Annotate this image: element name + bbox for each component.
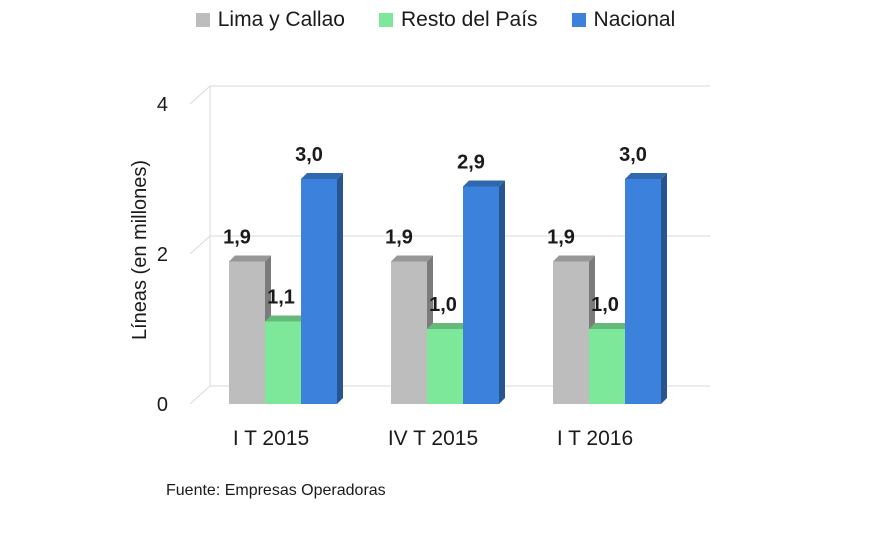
bar-top bbox=[265, 315, 307, 322]
bar bbox=[229, 255, 271, 404]
chart-legend: Lima y Callao Resto del País Nacional bbox=[0, 8, 871, 32]
legend-label-lima-callao: Lima y Callao bbox=[217, 8, 345, 31]
bar-layer bbox=[229, 173, 667, 404]
x-tick-label: I T 2015 bbox=[233, 427, 309, 450]
bar-top bbox=[589, 323, 631, 329]
bar-top bbox=[625, 173, 667, 179]
bar-top bbox=[229, 255, 271, 262]
data-label: 2,9 bbox=[457, 152, 485, 174]
y-tick-label: 0 bbox=[157, 394, 168, 416]
bar-front bbox=[229, 261, 265, 404]
data-label: 1,9 bbox=[385, 227, 413, 249]
bar-front bbox=[553, 261, 589, 404]
bar-front bbox=[589, 329, 625, 404]
bar bbox=[589, 323, 631, 404]
data-label: 3,0 bbox=[619, 144, 647, 166]
bar bbox=[301, 173, 343, 404]
legend-label-nacional: Nacional bbox=[593, 8, 676, 31]
data-label: 1,9 bbox=[223, 227, 251, 249]
bar-top bbox=[553, 255, 595, 262]
legend-item-lima-callao: Lima y Callao bbox=[195, 8, 345, 32]
label-layer: 1,9 1,1 3,0 I T 2015 1,9 1,0 2,9 IV T 2015 1,9 1,… bbox=[223, 144, 647, 450]
y-axis-title: Líneas (en millones) bbox=[129, 160, 151, 340]
gridline-depth bbox=[189, 385, 211, 405]
bar-top bbox=[301, 173, 343, 179]
bar-front bbox=[391, 261, 427, 404]
data-label: 1,0 bbox=[591, 294, 619, 316]
bar bbox=[553, 255, 595, 404]
bar-side bbox=[337, 173, 343, 404]
bar bbox=[265, 315, 307, 404]
x-tick-label: I T 2016 bbox=[557, 427, 633, 450]
gridline-depth bbox=[189, 85, 211, 105]
source-note: Fuente: Empresas Operadoras bbox=[166, 482, 386, 499]
data-label: 3,0 bbox=[295, 144, 323, 166]
legend-item-resto-del-pais: Resto del País bbox=[378, 8, 538, 32]
bar bbox=[463, 180, 505, 404]
bar-front bbox=[625, 179, 661, 404]
legend-swatch-nacional bbox=[571, 13, 586, 27]
data-label: 1,9 bbox=[547, 227, 575, 249]
gridline-depth bbox=[189, 235, 211, 255]
bar-top bbox=[463, 180, 505, 187]
bar-front bbox=[301, 179, 337, 404]
bar-top bbox=[391, 255, 433, 262]
legend-label-resto-del-pais: Resto del País bbox=[400, 8, 538, 31]
bar-side bbox=[499, 180, 505, 404]
bar bbox=[625, 173, 667, 404]
legend-swatch-resto-del-pais bbox=[378, 13, 393, 27]
y-tick-label: 4 bbox=[157, 94, 168, 116]
bar-side bbox=[661, 173, 667, 404]
bar bbox=[391, 255, 433, 404]
bar-front bbox=[463, 186, 499, 404]
bar-front bbox=[427, 329, 463, 404]
data-label: 1,0 bbox=[429, 294, 457, 316]
y-tick-label: 2 bbox=[157, 244, 168, 266]
data-label: 1,1 bbox=[267, 287, 295, 309]
legend-item-nacional: Nacional bbox=[571, 8, 676, 32]
bar bbox=[427, 323, 469, 404]
bar-front bbox=[265, 321, 301, 404]
x-tick-label: IV T 2015 bbox=[388, 427, 478, 450]
bar-top bbox=[427, 323, 469, 329]
legend-swatch-lima-callao bbox=[195, 13, 210, 27]
